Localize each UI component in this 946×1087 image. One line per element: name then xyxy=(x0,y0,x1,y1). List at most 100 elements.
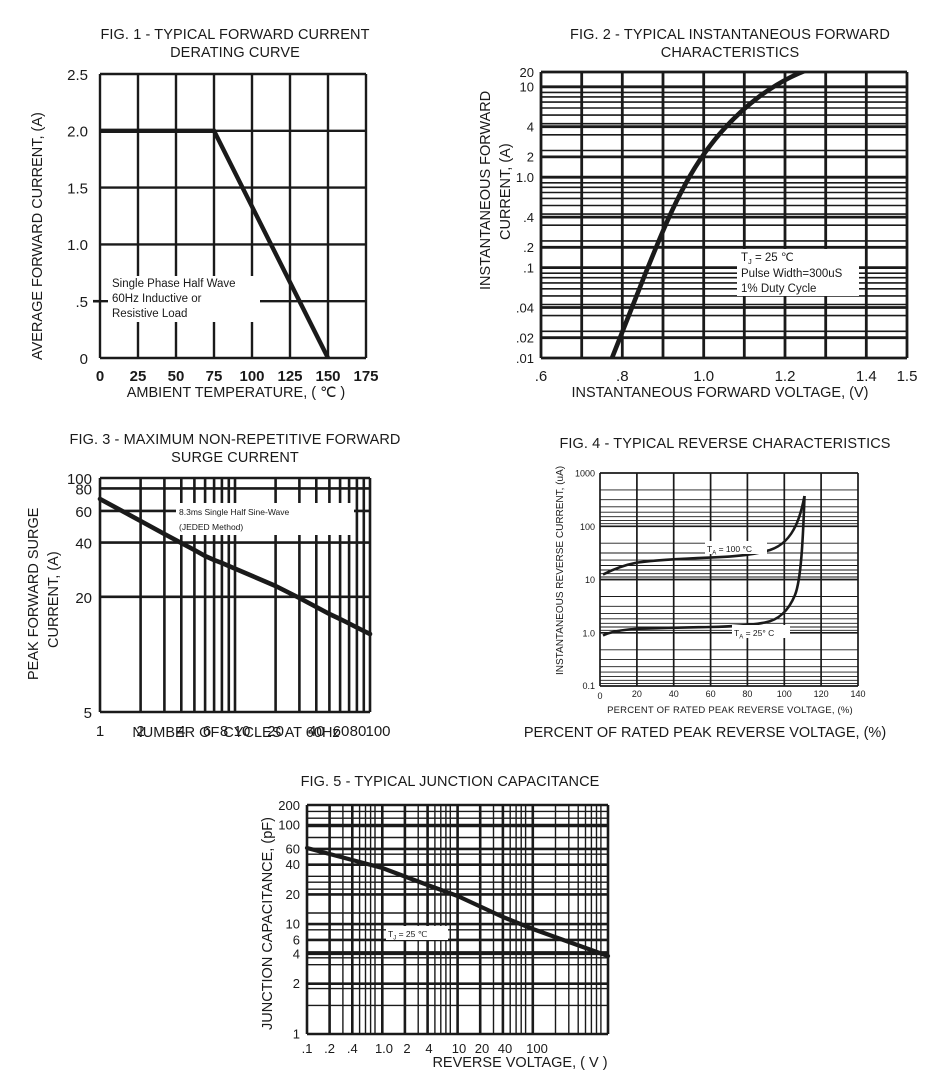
annotation-tj: TJ = 25 ℃ xyxy=(388,929,428,942)
annotation-line: Resistive Load xyxy=(112,308,187,320)
y-tick: 2 xyxy=(527,150,534,165)
annotation-line: Single Phase Half Wave xyxy=(112,278,236,290)
y-tick: .01 xyxy=(516,351,534,366)
figure-4-x-axis-label-outer: PERCENT OF RATED PEAK REVERSE VOLTAGE, (… xyxy=(523,725,887,741)
y-tick: 0.1 xyxy=(582,681,595,691)
figure-3-plot: 100 80 60 40 20 5 1 2 4 6 8 10 20 40 60 … xyxy=(67,471,391,740)
figure-4-x-axis-label-inner: PERCENT OF RATED PEAK REVERSE VOLTAGE, (… xyxy=(607,705,853,716)
y-tick: 1000 xyxy=(575,469,595,479)
figure-4-plot: 1000 100 10 1.0 0.1 0 20 40 60 80 100 12… xyxy=(575,469,866,702)
y-tick: 200 xyxy=(278,798,300,813)
figure-4-curve-labels: TA = 100 °C TA = 25° C xyxy=(705,541,790,641)
x-tick: 1.0 xyxy=(375,1041,393,1056)
x-tick: 60 xyxy=(706,689,716,699)
x-tick: 1.2 xyxy=(775,368,796,385)
y-tick: 6 xyxy=(293,932,300,947)
figure-4-title: FIG. 4 - TYPICAL REVERSE CHARACTERISTICS xyxy=(559,436,891,452)
x-tick: 0 xyxy=(96,368,104,385)
y-tick: .04 xyxy=(516,300,534,315)
figure-5-y-axis-label: JUNCTION CAPACITANCE, (pF) xyxy=(260,817,276,1030)
figure-2-title-line2: CHARACTERISTICS xyxy=(660,45,800,62)
x-tick: 4 xyxy=(177,723,185,740)
figure-3-surge-current-curve xyxy=(97,496,373,637)
figure-2-x-tick-labels: .6 .8 1.0 1.2 1.4 1.5 xyxy=(535,368,918,385)
y-tick: .4 xyxy=(523,210,534,225)
figure-3-y-axis-label-line1: PEAK FORWARD SURGE xyxy=(26,507,42,680)
x-tick: 20 xyxy=(267,723,284,740)
figure-1-title-line1: FIG. 1 - TYPICAL FORWARD CURRENT xyxy=(100,27,370,43)
figure-2-forward-characteristic-curve xyxy=(609,72,809,358)
annotation-line-2: (JEDED Method) xyxy=(179,522,243,532)
figure-3-y-tick-labels: 100 80 60 40 20 5 xyxy=(67,471,92,722)
x-tick: 60 xyxy=(333,723,350,740)
y-tick: 60 xyxy=(286,841,300,856)
x-tick: 2 xyxy=(136,723,144,740)
annotation-line-1: 8.3ms Single Half Sine-Wave xyxy=(179,507,290,517)
x-tick: 6 xyxy=(203,723,211,740)
y-tick: .1 xyxy=(523,260,534,275)
x-tick: 4 xyxy=(425,1041,432,1056)
figure-2-title-line1: FIG. 2 - TYPICAL INSTANTANEOUS FORWARD xyxy=(570,27,890,43)
x-tick: .4 xyxy=(347,1041,358,1056)
figure-4-y-axis-label: INSTANTANEOUS REVERSE CURRENT, (uA) xyxy=(555,465,566,675)
y-tick: 20 xyxy=(286,887,300,902)
y-tick: .2 xyxy=(523,240,534,255)
figure-5-annotation: TJ = 25 ℃ xyxy=(386,926,448,942)
figure-3-annotation: 8.3ms Single Half Sine-Wave (JEDED Metho… xyxy=(176,503,354,535)
figure-2: FIG. 2 - TYPICAL INSTANTANEOUS FORWARD C… xyxy=(460,0,946,420)
figure-2-y-axis-label-line2: CURRENT, (A) xyxy=(498,143,514,240)
y-tick: 100 xyxy=(67,471,92,488)
x-tick: 1 xyxy=(96,723,104,740)
figure-5-plot: 200 100 60 40 20 10 6 4 2 1 .1 .2 .4 1.0… xyxy=(278,798,611,1056)
x-tick: 1.0 xyxy=(693,368,714,385)
x-tick: 25 xyxy=(130,368,147,385)
figure-4-major-gridlines xyxy=(599,472,859,687)
y-tick: 20 xyxy=(520,65,534,80)
y-tick: 2 xyxy=(293,976,300,991)
figure-3: FIG. 3 - MAXIMUM NON-REPETITIVE FORWARD … xyxy=(0,420,460,770)
figure-1-y-tick-labels: 2.5 2.0 1.5 1.0 .5 0 xyxy=(67,67,88,368)
x-tick: 20 xyxy=(632,689,642,699)
y-tick: 20 xyxy=(75,590,92,607)
y-tick: 1.0 xyxy=(516,170,534,185)
y-tick: 100 xyxy=(278,818,300,833)
x-tick: 10 xyxy=(452,1041,466,1056)
figure-1-y-axis-label: AVERAGE FORWARD CURRENT, (A) xyxy=(30,112,46,360)
y-tick: 10 xyxy=(585,575,595,585)
figure-5-major-gridlines xyxy=(305,803,610,1036)
y-tick: 40 xyxy=(286,857,300,872)
annotation-line: 60Hz Inductive or xyxy=(112,293,202,305)
figure-1-title: FIG. 1 - TYPICAL FORWARD CURRENT DERATIN… xyxy=(40,26,430,62)
figure-5-x-tick-labels: .1 .2 .4 1.0 2 4 10 20 40 100 xyxy=(302,1041,548,1056)
x-tick: .6 xyxy=(535,368,548,385)
x-tick: 20 xyxy=(475,1041,489,1056)
figure-5-title: FIG. 5 - TYPICAL JUNCTION CAPACITANCE xyxy=(300,774,600,790)
figure-3-x-tick-labels: 1 2 4 6 8 10 20 40 60 80 100 xyxy=(96,723,391,740)
x-tick: 50 xyxy=(168,368,185,385)
x-tick: .1 xyxy=(302,1041,313,1056)
y-tick: 80 xyxy=(75,481,92,498)
figure-1-title-line2: DERATING CURVE xyxy=(170,45,300,62)
figure-5-junction-capacitance-curve xyxy=(304,845,611,959)
y-tick: 1 xyxy=(293,1027,300,1042)
figure-3-y-axis-label-line2: CURRENT, (A) xyxy=(46,551,62,648)
curve-label-25c: TA = 25° C xyxy=(734,628,774,641)
y-tick: 40 xyxy=(75,536,92,553)
y-tick: 2.5 xyxy=(67,67,88,84)
x-tick: 1.5 xyxy=(897,368,918,385)
x-tick: 125 xyxy=(277,368,302,385)
x-tick: 120 xyxy=(814,689,829,699)
figure-2-title: FIG. 2 - TYPICAL INSTANTANEOUS FORWARD C… xyxy=(530,26,930,62)
x-tick: 40 xyxy=(669,689,679,699)
figure-3-title-line2: SURGE CURRENT xyxy=(171,450,299,467)
y-tick: 1.0 xyxy=(582,628,595,638)
figure-4-curve-100c xyxy=(602,495,806,576)
figure-5-y-tick-labels: 200 100 60 40 20 10 6 4 2 1 xyxy=(278,798,300,1042)
x-tick: 80 xyxy=(742,689,752,699)
figure-4-curve-25c xyxy=(602,495,806,637)
x-tick: .8 xyxy=(616,368,629,385)
figure-1-grid xyxy=(98,72,368,360)
y-tick: 1.0 xyxy=(67,237,88,254)
x-tick: 100 xyxy=(526,1041,548,1056)
